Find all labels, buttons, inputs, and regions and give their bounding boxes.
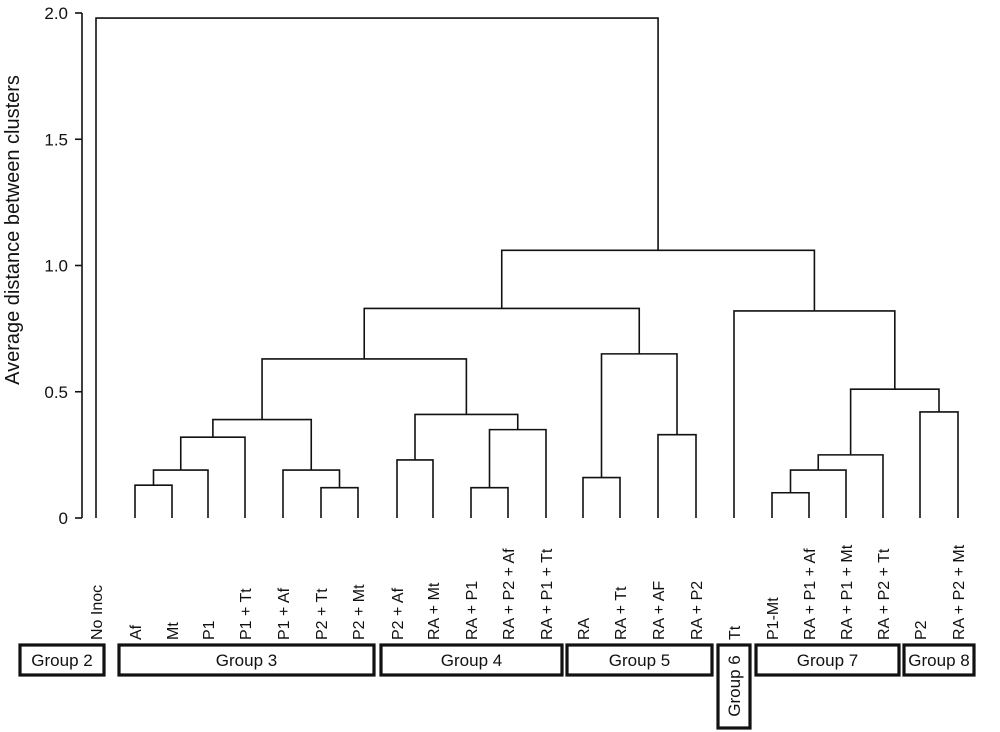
- group-label: Group 3: [216, 651, 277, 670]
- dendrogram-link-2: [179, 436, 246, 518]
- y-tick-label: 0.5: [44, 383, 68, 402]
- group-label: Group 2: [31, 651, 92, 670]
- dendrogram-link-19: [849, 388, 940, 455]
- y-axis-title: Average distance between clusters: [2, 75, 24, 385]
- dendrogram-link-16: [789, 469, 847, 518]
- leaf-label: Tt: [727, 625, 744, 640]
- dendrogram-link-3: [320, 486, 359, 518]
- dendrogram-link-5: [212, 418, 313, 471]
- leaf-label: Af: [128, 624, 145, 640]
- leaf-label: P2: [913, 620, 930, 640]
- leaf-labels: No Inoc Af Mt P1 P1 + Tt P1 + Af P2 + Tt P2 + M…: [89, 544, 968, 640]
- dendrogram-link-21: [500, 249, 816, 311]
- y-axis: 0 0.5 1.0 1.5 2.0: [44, 4, 83, 528]
- leaf-label: RA + P1 + Mt: [839, 544, 856, 640]
- group-label: Group 4: [441, 651, 502, 670]
- dendrogram-link-12: [657, 433, 697, 518]
- leaf-label: RA + P1 + Tt: [539, 548, 556, 640]
- group-box: [902, 643, 976, 677]
- group-boxes: Group 2 Group 3 Group 4 Group 5 Group 6 Group…: [18, 643, 976, 730]
- leaf-label: RA + P2 + Tt: [876, 548, 893, 640]
- group-box: [754, 643, 901, 677]
- dendrogram-link-18: [919, 411, 959, 518]
- leaf-label: RA + P1 + Af: [802, 548, 819, 640]
- leaf-label: P1-Mt: [765, 597, 782, 640]
- y-tick-label: 1.5: [44, 130, 68, 149]
- dendrogram-link-20: [733, 310, 896, 518]
- dendrogram-link-15: [771, 491, 810, 518]
- leaf-label: P2 + Mt: [351, 584, 368, 640]
- dendrogram-link-0: [134, 484, 173, 518]
- dendrogram-link-1: [152, 469, 209, 518]
- leaf-label: P1: [201, 620, 218, 640]
- group-box: [18, 643, 106, 677]
- dendrogram-link-13: [600, 353, 678, 478]
- group-label: Group 8: [908, 651, 969, 670]
- group-box: [716, 643, 752, 730]
- group-box: [379, 643, 564, 677]
- dendrogram-link-4: [282, 469, 341, 518]
- leaf-label: P1 + Tt: [238, 588, 255, 640]
- dendrogram-links: [95, 17, 959, 518]
- dendrogram-link-22: [95, 17, 659, 518]
- dendrogram-link-7: [470, 486, 509, 518]
- dendrogram-link-9: [414, 413, 519, 460]
- group-label: Group 7: [797, 651, 858, 670]
- dendrogram-link-11: [582, 476, 621, 518]
- leaf-label: P2 + Tt: [314, 588, 331, 640]
- dendrogram-link-8: [488, 428, 547, 518]
- leaf-label: Mt: [165, 622, 182, 640]
- leaf-label: P2 + Af: [390, 587, 407, 640]
- group-label: Group 5: [609, 651, 670, 670]
- dendrogram-link-10: [261, 358, 468, 420]
- leaf-label: No Inoc: [89, 585, 106, 640]
- group-box: [117, 643, 376, 677]
- leaf-label: RA + Tt: [613, 586, 630, 640]
- leaf-label: RA + P2 + Af: [501, 548, 518, 640]
- leaf-label: RA + P2: [689, 581, 706, 640]
- leaf-label: RA: [576, 617, 593, 640]
- dendrogram-link-6: [396, 459, 434, 518]
- y-tick-label: 1.0: [44, 257, 68, 276]
- dendrogram-link-17: [817, 454, 884, 518]
- leaf-label: RA + P2 + Mt: [951, 544, 968, 640]
- group-box: [565, 643, 714, 677]
- leaf-label: RA + AF: [651, 581, 668, 640]
- dendrogram-link-14: [363, 307, 641, 359]
- y-tick-label: 0: [59, 509, 68, 528]
- group-label: Group 6: [725, 655, 744, 716]
- leaf-label: RA + Mt: [426, 582, 443, 640]
- leaf-label: P1 + Af: [276, 587, 293, 640]
- leaf-label: RA + P1: [464, 581, 481, 640]
- y-tick-label: 2.0: [44, 4, 68, 23]
